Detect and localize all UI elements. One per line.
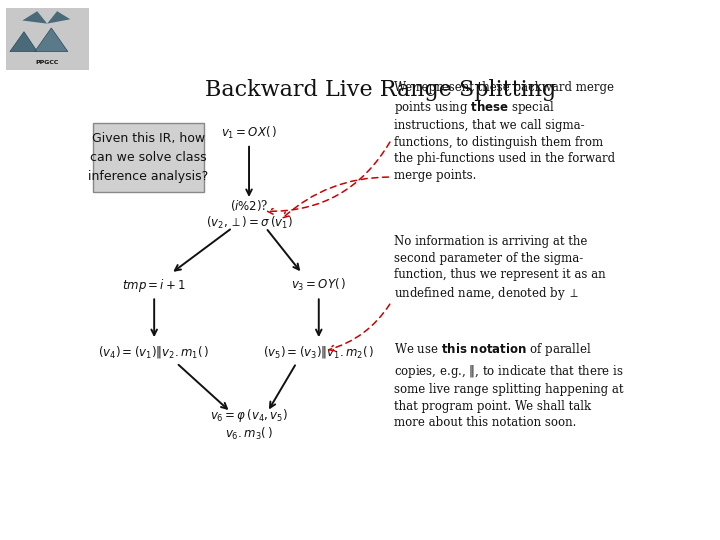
Text: $(v_4) = (v_1)\|v_2.m_1(\,)$: $(v_4) = (v_1)\|v_2.m_1(\,)$ — [99, 343, 210, 360]
FancyBboxPatch shape — [6, 8, 89, 70]
Polygon shape — [22, 11, 48, 24]
Text: $v_3 = OY(\,)$: $v_3 = OY(\,)$ — [291, 277, 346, 293]
Text: Backward Live Range Splitting: Backward Live Range Splitting — [204, 79, 556, 102]
FancyArrowPatch shape — [267, 142, 390, 214]
FancyArrowPatch shape — [283, 177, 389, 218]
Text: $(i\%2)$?
$(v_2, \perp) = \sigma\,(v_1)$: $(i\%2)$? $(v_2, \perp) = \sigma\,(v_1)$ — [205, 198, 292, 231]
FancyArrowPatch shape — [329, 304, 390, 351]
Text: $v_6 = \varphi\,(v_4, v_5)$
$v_6.m_3(\,)$: $v_6 = \varphi\,(v_4, v_5)$ $v_6.m_3(\,)… — [210, 407, 288, 442]
Text: We represent these backward merge
points using $\mathbf{these}$ special
instruct: We represent these backward merge points… — [394, 82, 615, 181]
Text: $tmp = i + 1$: $tmp = i + 1$ — [122, 276, 186, 294]
Text: Given this IR, how
can we solve class
inference analysis?: Given this IR, how can we solve class in… — [89, 132, 209, 183]
Text: PPGCC: PPGCC — [35, 60, 59, 65]
FancyBboxPatch shape — [93, 123, 204, 192]
Text: $v_1 = OX(\,)$: $v_1 = OX(\,)$ — [221, 125, 277, 141]
Text: We use $\mathbf{this\ notation}$ of parallel
copies, e.g., $\|$, to indicate tha: We use $\mathbf{this\ notation}$ of para… — [394, 341, 624, 429]
Polygon shape — [35, 28, 68, 51]
Text: $(v_5) = (v_3)\|v_1.m_2(\,)$: $(v_5) = (v_3)\|v_1.m_2(\,)$ — [263, 343, 374, 360]
Polygon shape — [48, 11, 71, 24]
Polygon shape — [10, 32, 37, 51]
Text: No information is arriving at the
second parameter of the sigma-
function, thus : No information is arriving at the second… — [394, 235, 606, 302]
